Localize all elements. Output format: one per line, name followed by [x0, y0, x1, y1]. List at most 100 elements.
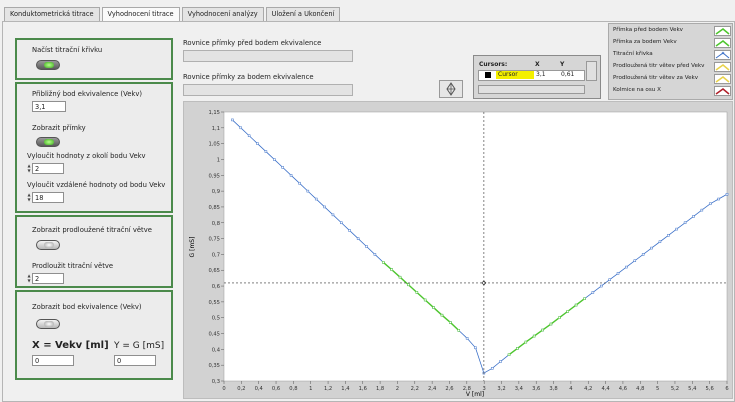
data-point	[566, 310, 569, 313]
data-point	[499, 360, 502, 363]
data-point	[465, 337, 469, 340]
data-point	[449, 321, 452, 324]
data-point	[541, 328, 544, 332]
data-point	[457, 329, 460, 332]
data-point	[532, 334, 536, 338]
exclude-near-input[interactable]: 2	[32, 163, 64, 174]
titration-graph[interactable]: 0,3 0,35 0,4 0,45 0,5 0,55 0,6 0,65 0,7 0,75 0,8 0,…	[183, 101, 733, 399]
cursor-header-name: Cursors:	[479, 61, 508, 68]
fit-line-segment	[382, 261, 460, 331]
data-point	[440, 313, 444, 317]
cursor-x-value: 3,1	[536, 71, 546, 78]
y-tick-label: 0,5	[212, 316, 220, 322]
cursor-horizontal-scrollbar[interactable]	[478, 85, 585, 94]
data-point	[314, 197, 318, 201]
legend-label-titration-curve: Titrační křivka	[613, 51, 653, 57]
legend-swatch-extended-after[interactable]	[714, 74, 731, 84]
legend-swatch-line-after[interactable]	[714, 38, 731, 48]
cursor-vertical-scrollbar[interactable]	[586, 61, 597, 81]
y-tick-label: 0,6	[212, 284, 220, 290]
data-point	[264, 150, 268, 153]
y-tick-label: 0,85	[208, 205, 220, 211]
extend-panel: Zobrazit prodloužené titrační větve Prod…	[15, 215, 173, 288]
approx-eq-input[interactable]: 3,1	[32, 101, 66, 112]
y-g-value: 0	[114, 355, 156, 366]
show-lines-toggle[interactable]	[36, 137, 60, 147]
cursor-marker	[481, 280, 487, 286]
x-tick-label: 4,8	[636, 386, 644, 392]
data-point	[415, 291, 419, 294]
data-point	[432, 306, 435, 309]
legend-label-perpendicular: Kolmice na osu X	[613, 87, 661, 93]
legend-line-icon	[715, 88, 730, 95]
x-tick-label: 5,6	[706, 386, 714, 392]
data-point	[675, 227, 678, 231]
data-point	[574, 303, 578, 307]
data-point	[524, 340, 528, 344]
data-point	[331, 213, 335, 217]
x-tick-label: 3,6	[532, 386, 540, 392]
diamond-arrows-icon	[446, 82, 456, 96]
cursor-move-button[interactable]	[439, 80, 463, 98]
extend-spinner[interactable]: ▲ ▼	[27, 273, 31, 283]
y-tick-label: 0,55	[208, 300, 220, 306]
x-tick-label: 4,6	[619, 386, 627, 392]
data-point	[658, 240, 662, 244]
tab-save-and-exit[interactable]: Uložení a Ukončení	[265, 7, 341, 21]
y-tick-label: 0,7	[212, 252, 220, 258]
data-point	[298, 181, 301, 185]
data-point	[239, 126, 243, 130]
y-tick-label: 1,1	[212, 126, 220, 132]
cursor-y-value: 0,61	[561, 71, 575, 78]
x-tick-label: 5,4	[688, 386, 697, 392]
data-point	[549, 322, 553, 326]
y-tick-label: 0,4	[212, 347, 221, 353]
x-tick-label: 6	[725, 386, 728, 392]
exclude-far-spinner[interactable]: ▲ ▼	[27, 192, 31, 202]
load-curve-label: Načíst titrační křivku	[32, 46, 103, 54]
legend-swatch-titration-curve[interactable]	[714, 50, 731, 60]
titration-curve-line	[232, 119, 728, 374]
data-point	[423, 298, 427, 302]
x-tick-label: 1,4	[341, 386, 350, 392]
data-point	[616, 272, 620, 275]
x-tick-label: 2,8	[463, 386, 471, 392]
cursor-header-x: X	[535, 61, 540, 68]
show-eq-point-label: Zobrazit bod ekvivalence (Vekv)	[32, 303, 142, 311]
tab-analysis-evaluation[interactable]: Vyhodnocení analýzy	[181, 7, 264, 21]
y-tick-label: 0,95	[208, 173, 220, 179]
data-point	[365, 245, 368, 248]
data-point	[683, 221, 687, 225]
data-point	[725, 193, 729, 196]
lines-panel: Přibližný bod ekvivalence (Vekv) 3,1 Zob…	[15, 82, 173, 213]
exclude-near-spinner[interactable]: ▲ ▼	[27, 163, 31, 173]
led-indicator	[44, 242, 54, 248]
legend-line-icon	[715, 76, 730, 83]
data-point	[382, 261, 385, 264]
show-lines-label: Zobrazit přímky	[32, 124, 86, 132]
x-tick-label: 3,8	[549, 386, 557, 392]
legend-label-line-after: Přímka za bodem Vekv	[613, 39, 677, 45]
eq-point-panel: Zobrazit bod ekvivalence (Vekv) X = Vekv…	[15, 290, 173, 380]
legend-swatch-line-before[interactable]	[714, 26, 731, 36]
y-g-label: Y = G [mS]	[114, 341, 165, 351]
cursor-row[interactable]: Cursor 3,1 0,61	[478, 70, 585, 81]
show-extended-toggle[interactable]	[36, 240, 60, 250]
plot-area[interactable]	[223, 111, 728, 382]
data-point	[340, 221, 343, 225]
tab-titration-evaluation[interactable]: Vyhodnocení titrace	[101, 7, 180, 22]
chart-svg[interactable]: 0,30,350,40,450,50,550,60,650,70,750,80,…	[184, 102, 732, 398]
x-tick-label: 1,8	[376, 386, 384, 392]
legend-line-icon	[715, 51, 730, 59]
legend-swatch-extended-before[interactable]	[714, 62, 731, 72]
plot-legend: Přímka před bodem Vekv Přímka za bodem V…	[608, 23, 733, 100]
show-eq-point-toggle[interactable]	[36, 319, 60, 329]
cursor-header-y: Y	[560, 61, 565, 68]
load-curve-button[interactable]	[36, 60, 60, 70]
y-tick-label: 1,05	[208, 142, 220, 148]
legend-swatch-perpendicular[interactable]	[714, 86, 731, 96]
exclude-far-input[interactable]: 18	[32, 192, 64, 203]
tab-conductometric-titration[interactable]: Konduktometrická titrace	[4, 7, 100, 21]
y-tick-label: 0,35	[208, 363, 220, 369]
extend-input[interactable]: 2	[32, 273, 64, 284]
